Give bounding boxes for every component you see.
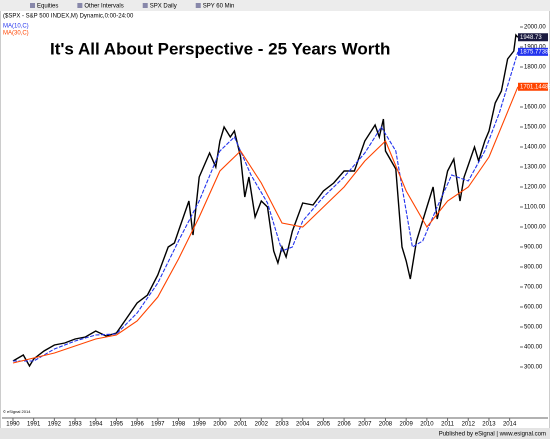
toolbar-item[interactable]: Equities — [37, 4, 58, 10]
y-tick-label: 1000.00 — [524, 225, 546, 231]
y-tick-label: 1900.00 — [524, 45, 546, 51]
toolbar-icon — [142, 3, 148, 8]
x-tick-label: 2004 — [296, 422, 310, 428]
series-line — [13, 51, 519, 362]
value-box — [518, 82, 548, 91]
y-tick-label: 300.00 — [524, 365, 543, 371]
x-tick-label: 2013 — [482, 422, 496, 428]
y-tick-label: 800.00 — [524, 265, 543, 271]
toolbar — [0, 0, 550, 11]
y-tick-label: 1100.00 — [524, 205, 546, 211]
copyright: © eSignal 2014 — [3, 409, 31, 414]
value-label: 1875.77383 — [520, 49, 550, 55]
y-tick-label: 1800.00 — [524, 65, 546, 71]
value-label: 1701.14488 — [520, 84, 550, 90]
x-tick-label: 2006 — [337, 422, 351, 428]
toolbar-icon — [195, 3, 201, 8]
toolbar-item[interactable]: Other Intervals — [84, 4, 123, 10]
x-tick-label: 2007 — [358, 422, 372, 428]
x-tick-label: 2001 — [234, 422, 248, 428]
toolbar-item[interactable]: SPY 60 Min — [203, 4, 235, 10]
y-tick-label: 500.00 — [524, 325, 543, 331]
y-tick-label: 1400.00 — [524, 145, 546, 151]
footer: Published by eSignal | www.esignal.com — [439, 432, 546, 438]
toolbar-icon — [30, 3, 35, 8]
footer-bar — [0, 428, 550, 439]
x-tick-label: 1990 — [6, 422, 20, 428]
legend-entry: MA(30,C) — [3, 31, 29, 37]
y-tick-label: 1300.00 — [524, 165, 546, 171]
x-tick-label: 2000 — [213, 422, 227, 428]
x-tick-label: 2011 — [441, 422, 455, 428]
y-tick-label: 900.00 — [524, 245, 543, 251]
x-tick-label: 1997 — [151, 422, 165, 428]
y-tick-label: 700.00 — [524, 285, 543, 291]
x-tick-label: 1999 — [193, 422, 207, 428]
chart-header: ($SPX - S&P 500 INDEX,M) Dynamic,0:00-24… — [3, 14, 134, 20]
value-box — [518, 47, 548, 56]
x-tick-label: 1992 — [48, 422, 62, 428]
x-tick-label: 1995 — [110, 422, 124, 428]
x-tick-label: 1993 — [68, 422, 82, 428]
toolbar-item[interactable]: SPX Daily — [150, 4, 177, 10]
x-tick-label: 1998 — [172, 422, 186, 428]
series-line — [12, 33, 519, 368]
x-tick-label: 2010 — [420, 422, 434, 428]
toolbar-icon — [77, 3, 83, 8]
y-tick-label: 1600.00 — [524, 105, 546, 111]
x-tick-label: 2014 — [503, 422, 517, 428]
x-tick-label: 2009 — [399, 422, 413, 428]
x-tick-label: 1996 — [130, 422, 144, 428]
chart-title: It's All About Perspective - 25 Years Wo… — [50, 39, 390, 58]
x-tick-label: 2008 — [379, 422, 393, 428]
x-tick-label: 2012 — [462, 422, 476, 428]
y-tick-label: 600.00 — [524, 305, 543, 311]
y-tick-label: 2000.00 — [524, 25, 546, 31]
y-tick-label: 1500.00 — [524, 125, 546, 131]
legend-entry: MA(10,C) — [3, 24, 29, 30]
series-line — [12, 86, 519, 364]
value-label: 1948.73 — [520, 35, 542, 41]
y-tick-label: 400.00 — [524, 345, 543, 351]
x-tick-label: 2005 — [317, 422, 331, 428]
value-box — [518, 33, 548, 42]
y-tick-label: 1200.00 — [524, 185, 546, 191]
x-tick-label: 1994 — [89, 422, 103, 428]
x-tick-label: 1991 — [27, 422, 41, 428]
x-tick-label: 2003 — [275, 422, 289, 428]
x-tick-label: 2002 — [255, 422, 269, 428]
